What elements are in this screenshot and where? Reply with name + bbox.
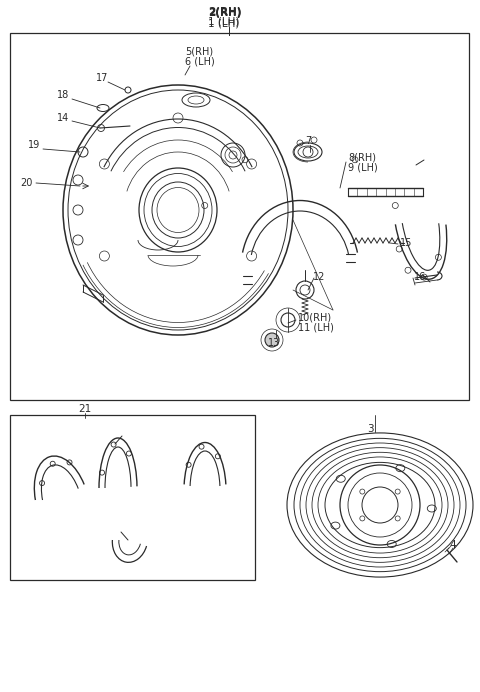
Text: 18: 18: [57, 90, 69, 100]
Text: 12: 12: [313, 272, 325, 282]
Text: 1 (LH): 1 (LH): [208, 17, 240, 27]
Bar: [10, 415, 255, 580]
Text: 7: 7: [305, 136, 311, 146]
Text: 1 (LH): 1 (LH): [208, 18, 240, 28]
Text: 9 (LH): 9 (LH): [348, 163, 378, 173]
Text: 17: 17: [96, 73, 108, 83]
Text: 3: 3: [367, 424, 373, 434]
Text: 19: 19: [28, 140, 40, 150]
Text: 2(RH): 2(RH): [208, 7, 241, 17]
Text: 15: 15: [400, 238, 412, 248]
Text: 2(RH): 2(RH): [208, 8, 241, 18]
Text: 8(RH): 8(RH): [348, 152, 376, 162]
Text: 16: 16: [414, 272, 426, 282]
Text: 14: 14: [57, 113, 69, 123]
Text: 5(RH): 5(RH): [185, 47, 213, 57]
Text: 21: 21: [78, 404, 92, 414]
Text: 20: 20: [20, 178, 32, 188]
Text: 13: 13: [268, 338, 280, 348]
Text: 10(RH): 10(RH): [298, 312, 332, 322]
Bar: [10, 33, 469, 400]
Text: 6 (LH): 6 (LH): [185, 57, 215, 67]
Text: 11 (LH): 11 (LH): [298, 323, 334, 333]
Text: 4: 4: [449, 540, 456, 550]
Circle shape: [265, 333, 279, 347]
